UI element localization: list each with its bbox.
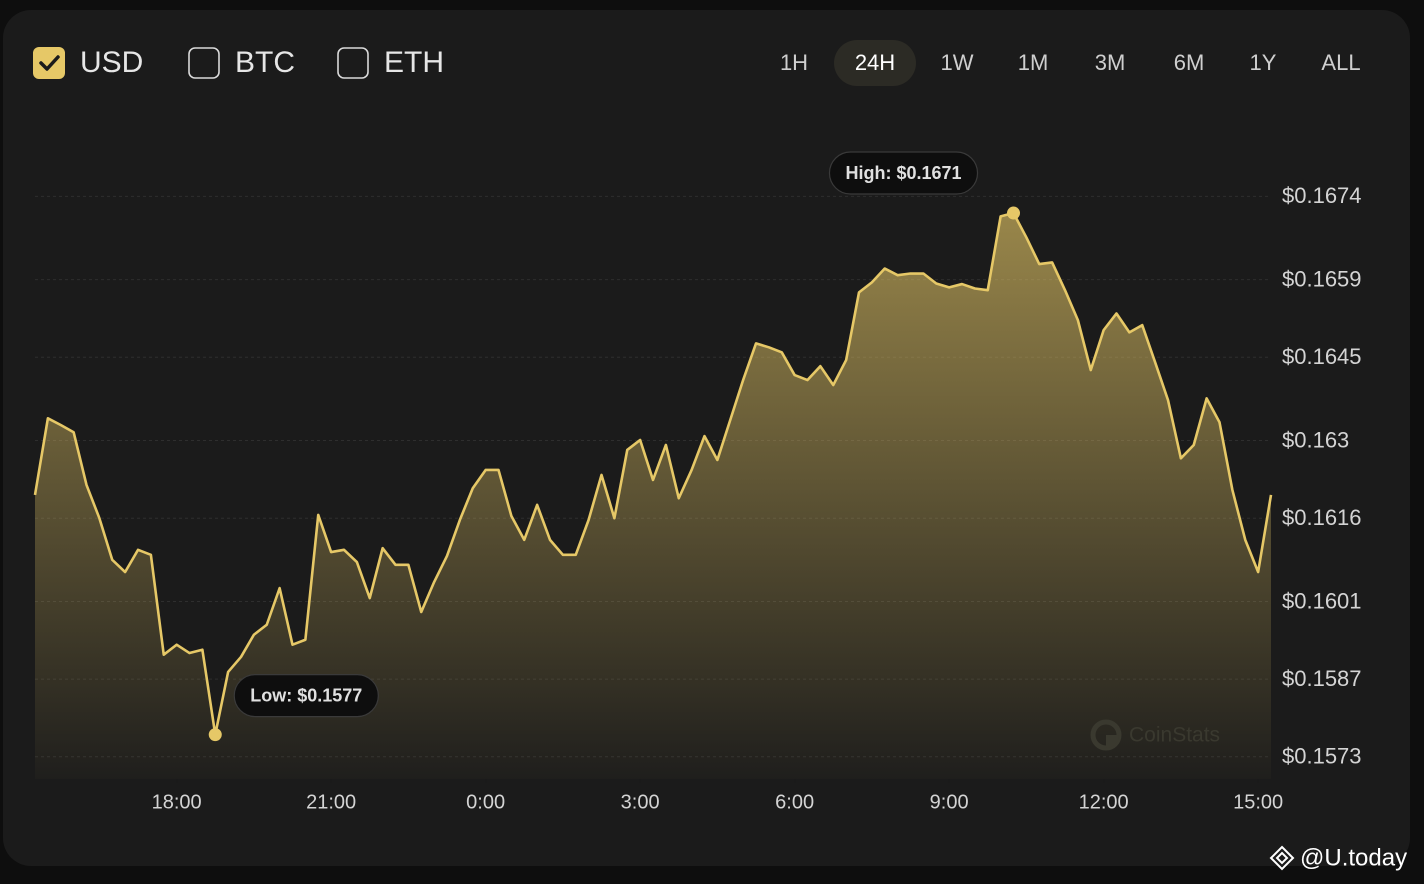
x-tick-label: 18:00 (152, 791, 202, 813)
range-button[interactable]: 24H (855, 50, 895, 75)
y-tick-label: $0.1659 (1282, 266, 1362, 291)
x-tick-label: 9:00 (930, 791, 969, 813)
controls: USD BTC ETH 1H 24H 1W 1M 3M 6M 1Y ALL $0.1674 $0.165… (33, 40, 1362, 813)
high-marker (1007, 206, 1020, 220)
watermark: CoinStats (1129, 724, 1220, 747)
currency-toggle[interactable]: USD (33, 46, 143, 79)
checkbox[interactable] (188, 47, 220, 79)
checkbox[interactable] (337, 47, 369, 79)
annotation-bg (828, 151, 979, 195)
checkbox-checked[interactable] (33, 47, 65, 79)
x-tick-label: 21:00 (306, 791, 356, 813)
y-tick-label: $0.1616 (1282, 505, 1362, 530)
currency-toggle[interactable]: BTC (188, 46, 295, 79)
currency-label[interactable]: BTC (235, 46, 295, 79)
range-button[interactable]: 1Y (1250, 50, 1277, 75)
y-tick-label: $0.1674 (1282, 183, 1362, 208)
annotation-label: High: $0.1671 (845, 163, 961, 183)
x-tick-label: 0:00 (466, 791, 505, 813)
high-annotation: High: $0.1671 (828, 151, 979, 195)
annotation-label: Low: $0.1577 (250, 685, 362, 705)
watermark-logo (1090, 719, 1122, 751)
price-line (33, 211, 1273, 736)
x-tick-label: 6:00 (775, 791, 814, 813)
plot: High: $0.1671 Low: $0.1577 (33, 151, 1273, 780)
y-tick-label: $0.1601 (1282, 588, 1362, 613)
source-logo (1269, 845, 1295, 871)
range-button[interactable]: 1H (780, 50, 808, 75)
currency-label[interactable]: ETH (384, 46, 444, 79)
area (35, 213, 1271, 780)
range-selected-bg (834, 40, 916, 86)
y-tick-label: $0.1587 (1282, 666, 1362, 691)
low-marker (208, 728, 222, 742)
currency-toggle[interactable]: ETH (337, 46, 444, 79)
y-tick-label: $0.1645 (1282, 344, 1362, 369)
source: @U.today (1300, 844, 1407, 871)
x-tick-label: 12:00 (1079, 791, 1129, 813)
y-tick-label: $0.1573 (1282, 744, 1362, 769)
x-tick-label: 3:00 (621, 791, 660, 813)
currency-label[interactable]: USD (80, 46, 143, 79)
low-annotation: Low: $0.1577 (233, 674, 379, 718)
x-tick-label: 15:00 (1233, 791, 1283, 813)
y-tick-label: $0.163 (1282, 427, 1349, 452)
range-button[interactable]: 3M (1095, 50, 1126, 75)
range-button[interactable]: ALL (1321, 50, 1360, 75)
range-button[interactable]: 6M (1174, 50, 1205, 75)
annotation-bg (233, 674, 379, 718)
range-button[interactable]: 1W (941, 50, 974, 75)
range-button[interactable]: 1M (1018, 50, 1049, 75)
checkmark (39, 55, 60, 71)
